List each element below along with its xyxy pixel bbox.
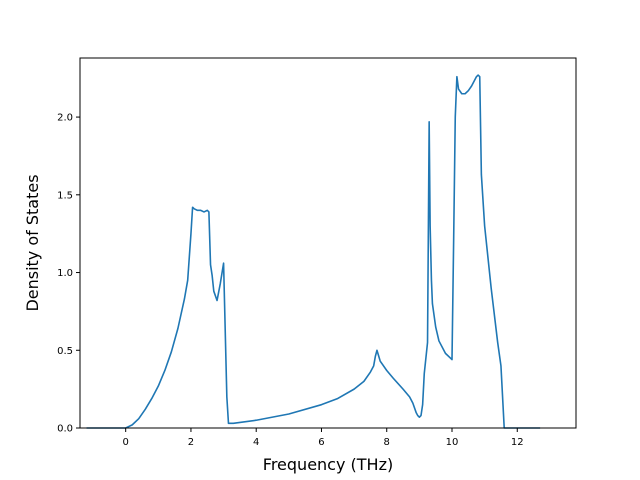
dos-series-line (86, 74, 541, 429)
y-tick-label: 0.0 (57, 424, 73, 435)
y-tick-label: 1.5 (57, 190, 73, 201)
y-axis-ticks: 0.0 0.5 1.0 1.5 2.0 (57, 113, 80, 435)
x-tick-label: 4 (253, 437, 259, 448)
x-tick-label: 10 (446, 437, 459, 448)
y-tick-label: 2.0 (57, 113, 73, 124)
y-tick-label: 0.5 (57, 346, 73, 357)
x-tick-label: 0 (122, 437, 128, 448)
plot-content (86, 74, 541, 429)
y-axis-title: Density of States (23, 174, 42, 311)
plot-frame (79, 57, 577, 429)
x-tick-label: 12 (511, 437, 524, 448)
x-tick-label: 6 (318, 437, 324, 448)
y-tick-label: 1.0 (57, 268, 73, 279)
x-tick-label: 8 (384, 437, 390, 448)
x-axis-title: Frequency (THz) (263, 455, 393, 474)
x-tick-label: 2 (188, 437, 194, 448)
x-axis-ticks: 0 2 4 6 8 10 12 (122, 428, 524, 448)
